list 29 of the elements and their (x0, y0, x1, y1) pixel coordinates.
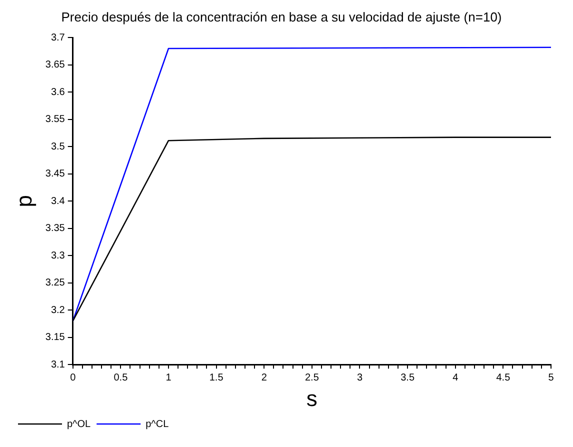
x-tick-label: 2.5 (304, 372, 320, 384)
x-tick-label: 1.5 (209, 372, 224, 384)
y-tick-label: 3.7 (50, 32, 66, 44)
x-tick-label: 4 (452, 372, 459, 384)
y-axis-title: p (11, 194, 36, 208)
y-tick-label: 3.55 (45, 114, 66, 126)
x-tick-label: 1 (166, 372, 172, 384)
x-tick-label: 3 (356, 372, 363, 384)
y-tick-label: 3.65 (45, 60, 66, 71)
y-tick-label: 3.25 (45, 278, 66, 289)
y-tick-label: 3.4 (50, 196, 66, 207)
x-tick-label: 3.5 (400, 372, 415, 384)
y-tick-label: 3.15 (45, 332, 66, 344)
y-tick-label: 3.45 (45, 168, 66, 180)
x-tick-label: 5 (548, 372, 554, 384)
chart-title: Precio después de la concentración en base a su velocidad de ajuste (n=10) (61, 9, 502, 24)
x-tick-label: 2 (261, 372, 268, 384)
y-tick-label: 3.5 (50, 141, 66, 152)
x-tick-label: 4.5 (496, 372, 511, 384)
legend-label: p^CL (146, 418, 170, 430)
y-tick-label: 3.2 (50, 304, 66, 316)
x-tick-label: 0 (70, 372, 76, 384)
y-tick-label: 3.35 (45, 223, 66, 234)
y-tick-label: 3.6 (50, 86, 66, 98)
y-tick-label: 3.1 (50, 359, 66, 370)
legend-label: p^OL (67, 418, 92, 430)
y-tick-label: 3.3 (50, 250, 66, 262)
x-axis-title: s (306, 386, 318, 411)
x-tick-label: 0.5 (114, 372, 128, 384)
